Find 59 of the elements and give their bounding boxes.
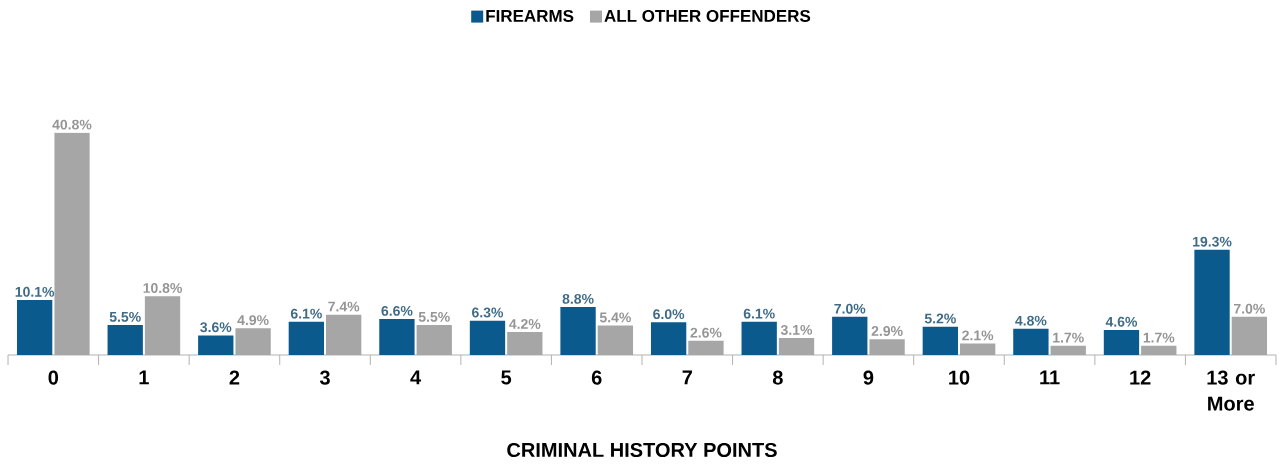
bar <box>198 335 234 355</box>
legend-label: FIREARMS <box>486 9 574 22</box>
bar <box>741 321 777 355</box>
data-label: 7.0% <box>1234 303 1265 314</box>
data-label: 10.1% <box>15 286 55 297</box>
bar <box>1013 328 1049 355</box>
x-tick-label: 4 <box>410 370 422 385</box>
x-tick-label: 5 <box>501 370 512 385</box>
x-tick-label: 13 or More <box>1207 370 1255 411</box>
x-tick-label: 11 <box>1040 370 1060 385</box>
data-label: 8.8% <box>562 293 594 304</box>
data-label: 3.1% <box>780 324 813 335</box>
x-tick-label: 2 <box>229 370 240 385</box>
data-label: 3.6% <box>200 322 232 333</box>
bar <box>832 316 868 355</box>
data-label: 6.0% <box>653 309 685 320</box>
bar <box>922 326 958 355</box>
x-tick-label: 7 <box>682 370 692 385</box>
x-axis-title: CRIMINAL HISTORY POINTS <box>507 442 777 458</box>
bar <box>107 325 143 355</box>
x-tick-label: 0 <box>48 370 59 385</box>
x-tick-label: 12 <box>1130 370 1151 385</box>
data-label: 40.8% <box>52 119 92 130</box>
x-tick-label: 1 <box>139 370 149 385</box>
data-label: 5.4% <box>599 312 631 323</box>
data-label: 7.0% <box>834 303 866 314</box>
data-label: 5.5% <box>109 311 141 322</box>
bar <box>560 307 596 355</box>
data-label: 2.6% <box>690 327 722 338</box>
data-label: 4.8% <box>1015 315 1047 326</box>
data-label: 6.6% <box>381 305 413 316</box>
x-tick-label: 10 <box>949 370 970 385</box>
bar <box>1103 329 1140 355</box>
data-label: 1.7% <box>1143 332 1175 343</box>
data-label: 4.6% <box>1105 316 1138 327</box>
x-tick-label: 6 <box>591 370 602 385</box>
data-label: 10.8% <box>143 283 182 293</box>
data-label: 6.3% <box>472 307 504 318</box>
data-label: 2.1% <box>962 330 994 341</box>
data-label: 4.9% <box>237 315 269 326</box>
bar <box>288 321 325 355</box>
legend-label: ALL OTHER OFFENDERS <box>604 9 811 22</box>
x-tick-label: 3 <box>319 370 330 385</box>
x-tick-label: 8 <box>772 370 783 385</box>
bar <box>379 319 415 355</box>
data-label: 6.1% <box>743 308 775 319</box>
bar <box>650 322 687 355</box>
x-tick-label: 9 <box>863 370 874 385</box>
bar <box>1194 249 1230 355</box>
data-label: 5.2% <box>924 313 956 324</box>
data-label: 4.2% <box>509 319 541 329</box>
data-label: 19.3% <box>1193 236 1232 247</box>
bar <box>469 320 506 355</box>
data-label: 5.5% <box>418 311 450 322</box>
data-label: 6.1% <box>290 308 322 319</box>
bar <box>16 299 53 355</box>
data-label: 1.7% <box>1053 332 1084 343</box>
data-label: 2.9% <box>871 326 903 336</box>
data-label: 7.4% <box>328 301 360 312</box>
